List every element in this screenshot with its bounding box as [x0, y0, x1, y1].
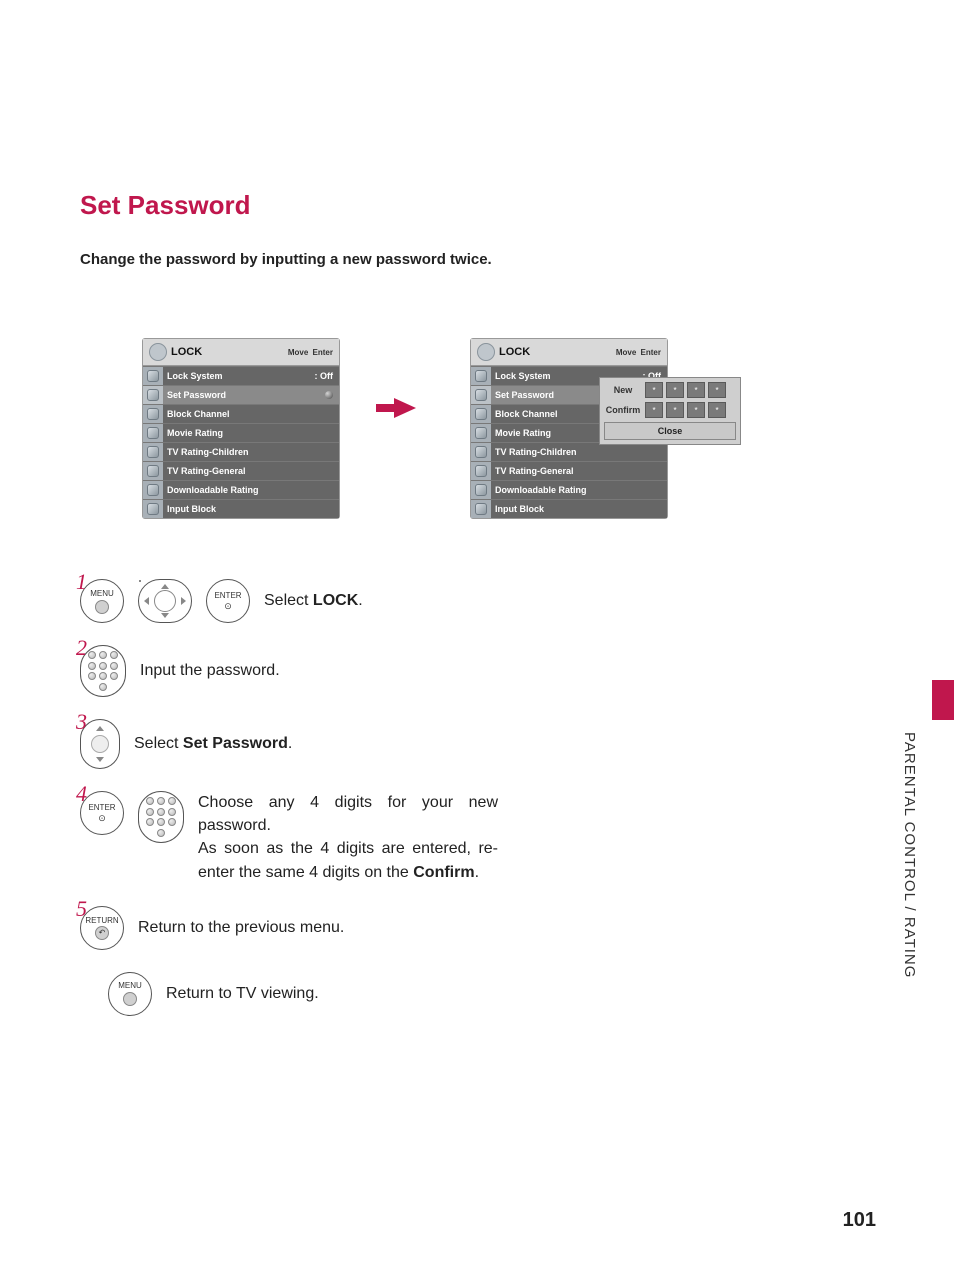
password-popup: New * * * * Confirm * * * * Close [599, 377, 741, 445]
enter-button[interactable]: ENTER ⊙ [206, 579, 250, 623]
picture-icon [475, 370, 487, 382]
side-tab-marker [932, 680, 954, 720]
menu-row-downloadable[interactable]: Downloadable Rating [471, 480, 667, 499]
numpad-button[interactable] [138, 791, 184, 843]
menu-row-tv-general[interactable]: TV Rating-General [143, 461, 339, 480]
menu-row-lock-system[interactable]: Lock System : Off [143, 366, 339, 385]
menu-row-block-channel[interactable]: Block Channel [143, 404, 339, 423]
popup-new-label: New [604, 385, 642, 395]
password-digit[interactable]: * [666, 382, 684, 398]
hint-move: Move [288, 348, 308, 357]
page-number: 101 [843, 1209, 876, 1232]
step-number: 4 [76, 781, 87, 807]
password-digit[interactable]: * [645, 402, 663, 418]
lock-row-icon [147, 465, 159, 477]
menu-hints: Move Enter [614, 348, 661, 357]
password-digit[interactable]: * [708, 402, 726, 418]
option-icon [147, 427, 159, 439]
picture-icon [147, 370, 159, 382]
arrow-left-icon [144, 597, 149, 605]
input-icon [475, 484, 487, 496]
menu-row-input-block[interactable]: Input Block [471, 499, 667, 518]
dpad-button[interactable] [138, 579, 192, 623]
step-2: 2 Input the password. [80, 645, 874, 697]
step-number: 3 [76, 709, 87, 735]
step-4: 4 ENTER ⊙ Choose any 4 digits for your n… [80, 791, 874, 884]
time-icon [147, 408, 159, 420]
lock-row-icon [475, 465, 487, 477]
menu-title: LOCK [171, 346, 202, 358]
usb-icon [475, 503, 487, 515]
lock-icon [149, 343, 167, 361]
menu-row-tv-children[interactable]: TV Rating-Children [143, 442, 339, 461]
menu-body: Lock System : Off Set Password Block Cha… [143, 366, 339, 518]
step-3: 3 Select Set Password. [80, 719, 874, 769]
step-1: 1 MENU ENTER ⊙ Select LOCK. [80, 579, 874, 623]
content: Set Password Change the password by inpu… [0, 0, 954, 1016]
step-number: 1 [76, 569, 87, 595]
password-digit[interactable]: * [687, 382, 705, 398]
menu-row-tv-general[interactable]: TV Rating-General [471, 461, 667, 480]
popup-confirm-label: Confirm [604, 405, 642, 415]
step-text: Select Set Password. [134, 735, 292, 753]
menu-row-set-password[interactable]: Set Password [143, 385, 339, 404]
arrow-up-icon [96, 726, 104, 731]
enter-dot-icon: ⊙ [98, 813, 106, 824]
hint-move: Move [616, 348, 636, 357]
enter-dot-icon: ⊙ [224, 601, 232, 612]
step-text: Select LOCK. [264, 592, 363, 610]
password-digit[interactable]: * [645, 382, 663, 398]
arrow-col [340, 338, 470, 418]
menu-row-movie-rating[interactable]: Movie Rating [143, 423, 339, 442]
button-icon [123, 992, 137, 1006]
channel-icon [475, 446, 487, 458]
popup-new-row: New * * * * [604, 382, 736, 398]
arrow-right-icon [181, 597, 186, 605]
popup-close-button[interactable]: Close [604, 422, 736, 440]
password-digit[interactable]: * [708, 382, 726, 398]
step-5: 5 RETURN ↶ Return to the previous menu. [80, 906, 874, 950]
channel-icon [147, 446, 159, 458]
hint-enter: Enter [313, 348, 333, 357]
menu-title: LOCK [499, 346, 530, 358]
password-digit[interactable]: * [687, 402, 705, 418]
audio-icon [147, 389, 159, 401]
arrow-down-icon [96, 757, 104, 762]
arrow-right-icon [394, 398, 416, 418]
time-icon [475, 408, 487, 420]
lock-icon [477, 343, 495, 361]
step-text: Return to the previous menu. [138, 919, 344, 937]
menu-panel-after: LOCK Move Enter Lock System : Off Set Pa… [470, 338, 668, 519]
button-icon [95, 600, 109, 614]
hint-enter: Enter [641, 348, 661, 357]
menu-illustration-row: LOCK Move Enter Lock System : Off Set Pa… [142, 338, 874, 519]
menu-row-downloadable[interactable]: Downloadable Rating [143, 480, 339, 499]
option-icon [475, 427, 487, 439]
step-text: Input the password. [140, 662, 280, 680]
usb-icon [147, 503, 159, 515]
section-label: PARENTAL CONTROL / RATING [901, 732, 918, 978]
step-number: 5 [76, 896, 87, 922]
step-text: Choose any 4 digits for your new passwor… [198, 791, 498, 884]
input-icon [147, 484, 159, 496]
audio-icon [475, 389, 487, 401]
arrow-down-icon [161, 613, 169, 618]
step-text: Return to TV viewing. [166, 985, 319, 1003]
step-6: MENU Return to TV viewing. [80, 972, 874, 1016]
page-title: Set Password [80, 190, 874, 221]
arrow-up-icon [161, 584, 169, 589]
menu-button[interactable]: MENU [108, 972, 152, 1016]
menu-row-input-block[interactable]: Input Block [143, 499, 339, 518]
page: Set Password Change the password by inpu… [0, 0, 954, 1272]
password-digit[interactable]: * [666, 402, 684, 418]
menu-panel-before: LOCK Move Enter Lock System : Off Set Pa… [142, 338, 340, 519]
steps: 1 MENU ENTER ⊙ Select LOCK. [80, 579, 874, 1016]
menu-hints: Move Enter [286, 348, 333, 357]
popup-confirm-row: Confirm * * * * [604, 402, 736, 418]
step-number: 2 [76, 635, 87, 661]
page-subtitle: Change the password by inputting a new p… [80, 251, 874, 268]
return-icon: ↶ [95, 926, 109, 940]
selected-indicator-icon [325, 391, 333, 399]
